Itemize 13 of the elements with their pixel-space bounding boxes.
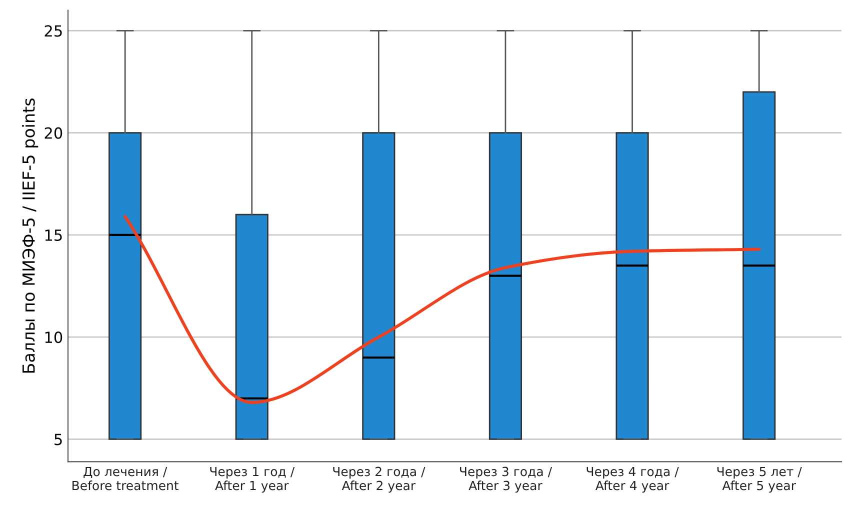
x-tick-label: Через 5 лет / After 5 year xyxy=(717,466,802,493)
x-tick-label: Через 2 года / After 2 year xyxy=(333,466,426,493)
y-tick-label: 5 xyxy=(54,434,62,446)
y-tick-label: 10 xyxy=(45,332,62,344)
x-tick-label: Через 4 года / After 4 year xyxy=(586,466,679,493)
y-tick-label: 15 xyxy=(45,230,62,241)
y-tick-label: 20 xyxy=(44,127,62,139)
y-axis-title: Баллы по МИЭФ-5 / IIEF-5 points xyxy=(22,98,38,373)
x-tick-label: До лечения / Before treatment xyxy=(72,466,179,490)
line-series xyxy=(124,215,761,404)
x-tick-label: Через 1 год / After 1 year xyxy=(210,466,295,493)
y-tick-label: 25 xyxy=(44,25,62,37)
x-tick-label: Через 3 года / After 3 year xyxy=(460,466,552,493)
